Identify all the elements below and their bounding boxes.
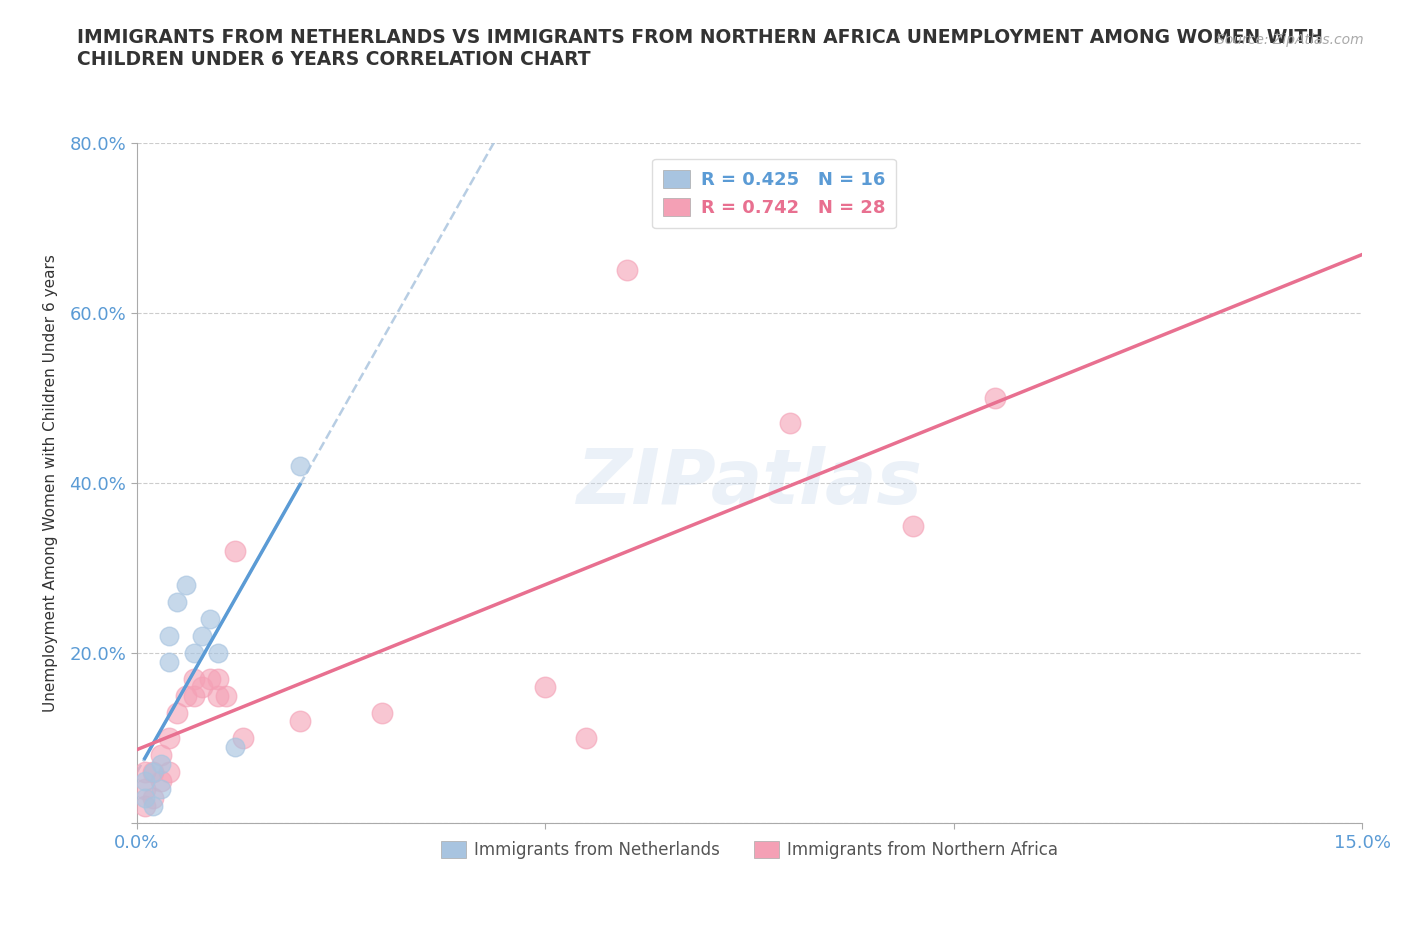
Point bbox=[183, 671, 205, 686]
Point bbox=[207, 671, 229, 686]
Point bbox=[901, 518, 924, 533]
Point bbox=[166, 705, 188, 720]
Point bbox=[134, 799, 156, 814]
Point bbox=[157, 629, 180, 644]
Point bbox=[150, 756, 173, 771]
Point bbox=[157, 764, 180, 779]
Point bbox=[134, 790, 156, 805]
Point bbox=[288, 458, 311, 473]
Point bbox=[174, 578, 197, 592]
Point bbox=[150, 782, 173, 797]
Point bbox=[142, 764, 165, 779]
Point bbox=[174, 688, 197, 703]
Point bbox=[224, 544, 246, 559]
Legend: Immigrants from Netherlands, Immigrants from Northern Africa: Immigrants from Netherlands, Immigrants … bbox=[434, 834, 1064, 866]
Point bbox=[207, 645, 229, 660]
Point bbox=[983, 391, 1005, 405]
Point bbox=[534, 680, 557, 695]
Point bbox=[779, 416, 801, 431]
Point bbox=[288, 713, 311, 728]
Point bbox=[198, 671, 221, 686]
Point bbox=[134, 782, 156, 797]
Point bbox=[150, 773, 173, 788]
Point bbox=[150, 748, 173, 763]
Point bbox=[616, 263, 638, 278]
Point bbox=[198, 612, 221, 627]
Point bbox=[191, 629, 214, 644]
Point bbox=[157, 731, 180, 746]
Point bbox=[191, 680, 214, 695]
Point bbox=[575, 731, 598, 746]
Point bbox=[134, 773, 156, 788]
Y-axis label: Unemployment Among Women with Children Under 6 years: Unemployment Among Women with Children U… bbox=[44, 254, 58, 712]
Point bbox=[370, 705, 392, 720]
Point bbox=[232, 731, 254, 746]
Point bbox=[183, 688, 205, 703]
Point bbox=[142, 799, 165, 814]
Text: ZIPatlas: ZIPatlas bbox=[576, 446, 922, 520]
Point bbox=[142, 764, 165, 779]
Point bbox=[207, 688, 229, 703]
Point bbox=[224, 739, 246, 754]
Point bbox=[215, 688, 238, 703]
Text: Source: ZipAtlas.com: Source: ZipAtlas.com bbox=[1216, 33, 1364, 46]
Point bbox=[166, 594, 188, 609]
Point bbox=[134, 764, 156, 779]
Point bbox=[183, 645, 205, 660]
Text: IMMIGRANTS FROM NETHERLANDS VS IMMIGRANTS FROM NORTHERN AFRICA UNEMPLOYMENT AMON: IMMIGRANTS FROM NETHERLANDS VS IMMIGRANT… bbox=[77, 28, 1323, 69]
Point bbox=[142, 790, 165, 805]
Point bbox=[157, 654, 180, 669]
